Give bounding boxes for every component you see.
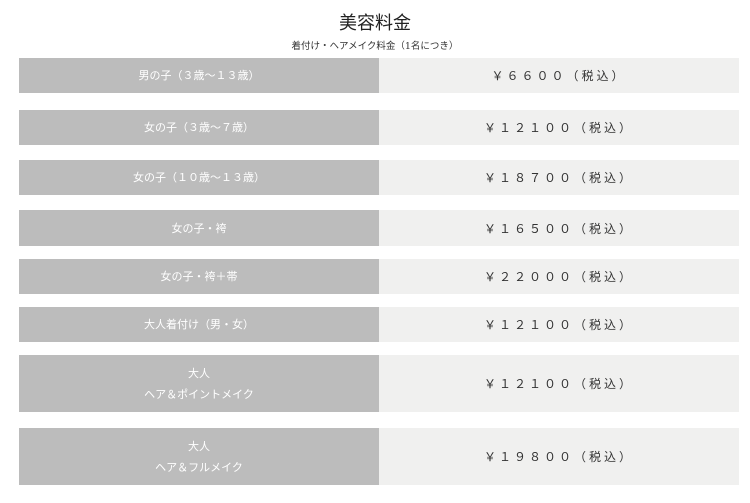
service-label-cell: 大人ヘア＆ポイントメイク	[19, 355, 379, 412]
service-label: 女の子（１０歳〜１３歳）	[133, 171, 265, 184]
service-label: 大人	[188, 439, 210, 453]
price-value: ￥１２１００（税込）	[379, 355, 739, 412]
price-value: ￥１６５００（税込）	[379, 210, 739, 246]
price-value: ￥１２１００（税込）	[379, 110, 739, 145]
service-label: 大人	[188, 366, 210, 380]
price-row: 男の子（３歳〜１３歳） ￥６６００（税込）	[19, 58, 739, 93]
price-value: ￥６６００（税込）	[379, 58, 739, 93]
price-row: 大人 ヘア＆フルメイク ￥１９８００（税込）	[19, 428, 739, 485]
price-row: 女の子（３歳〜７歳） ￥１２１００（税込）	[19, 110, 739, 145]
price-value: ￥１９８００（税込）	[379, 428, 739, 485]
service-label-cell: 大人着付け（男・女）	[19, 307, 379, 342]
price-row: 女の子（１０歳〜１３歳） ￥１８７００（税込）	[19, 160, 739, 195]
service-label-cell: 女の子（３歳〜７歳）	[19, 110, 379, 145]
service-label: 女の子・袴	[171, 221, 227, 235]
service-label-cell: 女の子（１０歳〜１３歳）	[19, 160, 379, 195]
service-label: ヘア＆ポイントメイク	[144, 387, 254, 401]
service-label-cell: 男の子（３歳〜１３歳）	[19, 58, 379, 93]
price-row: 大人 ヘア＆ポイントメイク ￥１２１００（税込）	[19, 355, 739, 412]
service-label: 女の子・袴＋帯	[160, 270, 238, 283]
service-label-cell: 女の子・袴	[19, 210, 379, 246]
service-label: 男の子（３歳〜１３歳）	[138, 69, 260, 82]
service-label-cell: 女の子・袴＋帯	[19, 259, 379, 294]
price-value: ￥２２０００（税込）	[379, 259, 739, 294]
service-label: 女の子（３歳〜７歳）	[144, 121, 254, 134]
page-subtitle: 着付け・ヘアメイク料金（1名につき）	[291, 41, 459, 52]
price-value: ￥１２１００（税込）	[379, 307, 739, 342]
service-label: 大人着付け（男・女）	[144, 318, 254, 331]
price-row: 大人着付け（男・女） ￥１２１００（税込）	[19, 307, 739, 342]
price-row: 女の子・袴＋帯 ￥２２０００（税込）	[19, 259, 739, 294]
service-label-cell: 大人ヘア＆フルメイク	[19, 428, 379, 485]
price-row: 女の子・袴 ￥１６５００（税込）	[19, 210, 739, 246]
service-label: ヘア＆フルメイク	[155, 460, 243, 474]
page-title: 美容料金	[339, 13, 411, 34]
price-value: ￥１８７００（税込）	[379, 160, 739, 195]
